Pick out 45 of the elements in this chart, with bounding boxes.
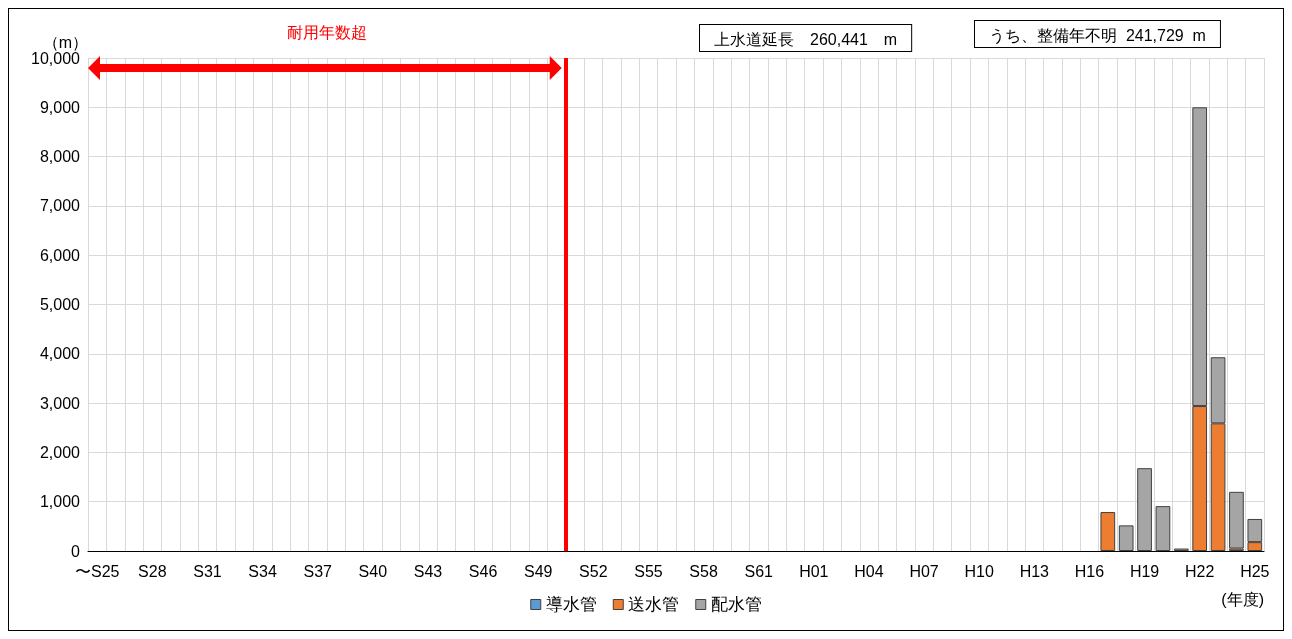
x-tick-label: S61	[744, 562, 774, 580]
x-tick-label: S49	[523, 562, 553, 580]
legend-label: 導水管	[545, 595, 597, 614]
bar	[1100, 512, 1116, 551]
legend-label: 送水管	[628, 595, 680, 614]
x-tick-label: S58	[689, 562, 718, 580]
y-axis-title: （m）	[42, 33, 88, 51]
x-tick-label: S40	[358, 562, 388, 580]
x-tick-label: H10	[964, 562, 994, 580]
x-tick-label: H07	[909, 562, 939, 580]
x-tick-label: H25	[1240, 562, 1270, 580]
y-tick-label: 5,000	[39, 296, 81, 313]
x-tick-label: S55	[634, 562, 663, 580]
x-tick-label: S31	[193, 562, 222, 580]
x-tick-label: H13	[1019, 562, 1050, 580]
bar	[1118, 525, 1134, 551]
text: 耐用年数超	[285, 23, 368, 43]
x-tick-label: H22	[1185, 562, 1215, 580]
y-tick-label: 1,000	[39, 493, 81, 511]
y-tick-label: 6,000	[39, 246, 81, 264]
x-tick-label: S28	[138, 562, 167, 580]
bar	[1229, 491, 1244, 549]
text: うち、整備年不明 241,729 m	[989, 26, 1206, 45]
x-tick-label: H04	[854, 562, 884, 580]
x-tick-label: 〜S25	[74, 562, 120, 580]
y-tick-label: 9,000	[39, 98, 81, 116]
y-tick-label: 4,000	[39, 345, 81, 363]
text: 上水道延長 260,441 m	[714, 30, 898, 48]
y-tick-label: 7,000	[39, 197, 81, 215]
x-tick-label: S37	[303, 562, 333, 580]
x-tick-label: S46	[468, 562, 498, 580]
y-tick-label: 0	[71, 542, 81, 560]
x-axis-title: (年度)	[1221, 590, 1264, 608]
y-tick-label: 2,000	[39, 443, 81, 461]
y-tick-label: 3,000	[39, 394, 81, 412]
y-tick-label: 8,000	[39, 148, 81, 166]
x-tick-label: S34	[248, 562, 277, 580]
x-tick-label: H01	[799, 562, 829, 580]
x-tick-label: H19	[1129, 562, 1160, 580]
x-tick-label: S52	[579, 562, 608, 580]
bar	[1137, 468, 1152, 551]
x-tick-label: H16	[1074, 562, 1105, 580]
x-tick-label: S43	[413, 562, 443, 580]
bar	[1155, 506, 1171, 551]
legend-label: 配水管	[710, 595, 762, 614]
